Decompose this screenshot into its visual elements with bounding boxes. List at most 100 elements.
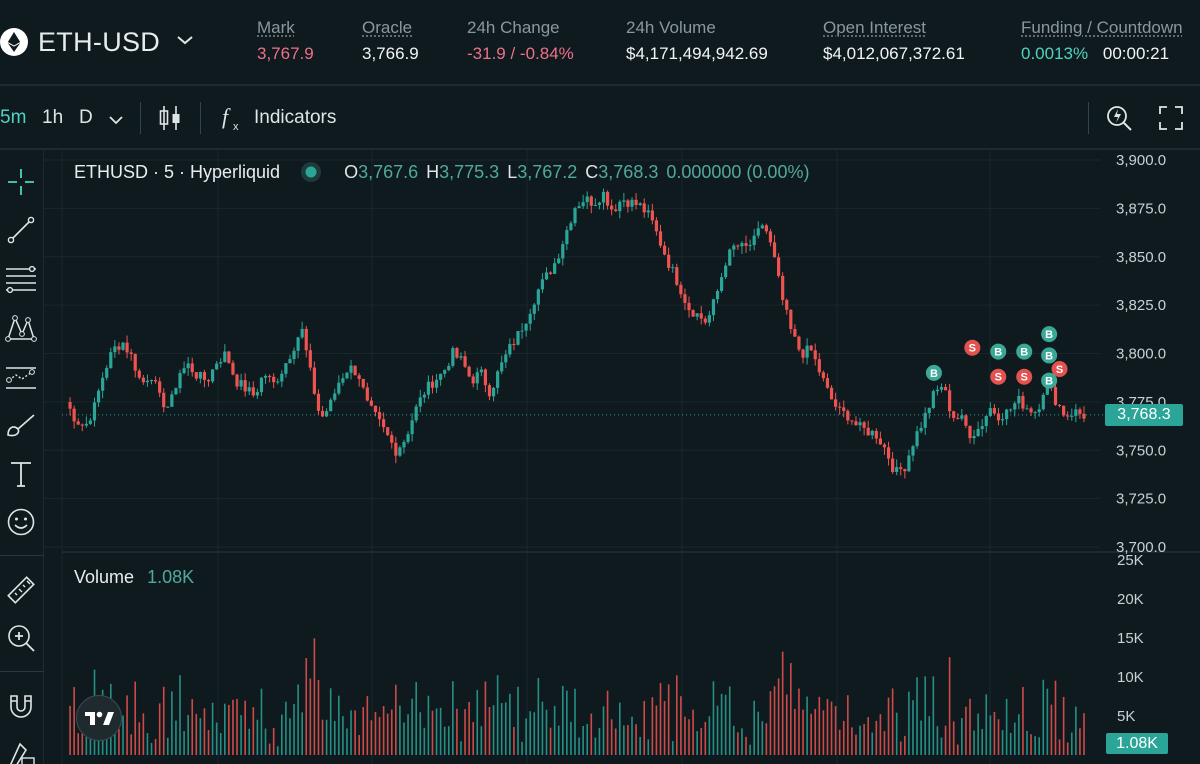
volume-legend: Volume 1.08K [74,567,194,588]
candles-icon[interactable] [158,105,182,137]
volume-bar [285,701,287,755]
volume-bar [435,708,438,755]
volume-bar [85,735,88,755]
toolbar-divider [140,102,141,134]
stat-label[interactable]: Funding / Countdown [1021,18,1183,37]
indicators-button[interactable]: Indicators [254,107,337,128]
chart-legend: ETHUSD · 5 · Hyperliquid O3,767.6 H3,775… [74,161,809,183]
last-volume-tag: 1.08K [1106,733,1168,754]
svg-text:f: f [222,104,231,129]
candle [565,229,569,245]
candle [781,275,785,300]
zoom-in-icon[interactable] [3,620,39,656]
volume-bar [492,705,495,755]
volume-bar [785,694,788,755]
candle [829,387,834,400]
candle [772,242,777,258]
candle [952,411,956,418]
candle [939,387,944,390]
candle [536,289,540,305]
interval-1h[interactable]: 1h [42,107,64,128]
stat-label[interactable]: Open Interest [823,18,927,37]
volume-bar [1026,730,1028,755]
candle [899,467,903,469]
volume-bar [171,691,173,755]
volume-bar [488,707,491,755]
fib-retracement-icon[interactable] [3,262,39,298]
candle [190,363,194,373]
legend-title[interactable]: ETHUSD · 5 · Hyperliquid [74,161,281,182]
chevron-down-icon[interactable] [108,110,124,132]
candle [263,375,268,378]
magnet-icon[interactable] [3,688,39,724]
price-axis-label: 3,875.0 [1116,200,1166,217]
lock-drawing-icon[interactable] [3,736,39,764]
candle [817,359,821,373]
volume-bar [183,731,185,755]
candle [866,427,870,436]
volume-bar [557,725,560,755]
volume-bar [745,736,747,755]
visibility-dot-icon[interactable] [300,161,322,183]
stat-label[interactable]: Mark [257,18,295,37]
tradingview-logo-icon[interactable] [76,695,122,741]
volume-label[interactable]: Volume [74,567,135,587]
marker-label: S [995,372,1002,384]
ruler-icon[interactable] [3,572,39,608]
symbol-selector[interactable]: ETH-USD [0,22,194,62]
candle [801,349,805,358]
candle [491,387,496,397]
candle [557,258,561,264]
stat-label[interactable]: Oracle [362,18,413,37]
volume-bar [614,728,617,755]
buy-marker [1041,347,1058,364]
candle [728,249,732,266]
text-icon[interactable] [3,456,39,492]
brush-icon[interactable] [3,408,39,444]
volume-bar [378,716,381,755]
volume-value: 1.08K [147,567,195,587]
volume-bar [256,719,259,755]
toolbar-divider [1088,102,1089,134]
candle [683,294,687,303]
candle [675,267,679,285]
volume-bar [618,702,621,755]
interval-5m[interactable]: 5m [0,107,27,128]
volume-bar [537,678,540,755]
volume-bar [134,681,137,755]
stat-24h-volume: 24h Volume $4,171,494,942.69 [626,18,768,64]
candle [695,313,699,317]
chevron-down-icon[interactable] [176,33,194,51]
forecasting-icon[interactable] [3,360,39,396]
candle [667,254,671,268]
volume-bar [333,720,336,755]
crosshair-icon[interactable] [3,164,39,200]
volume-bar [973,730,975,755]
candle [915,431,919,447]
drawing-toolbar [0,150,44,764]
volume-bar [944,725,947,755]
volume-bar [627,725,629,755]
emoji-icon[interactable] [3,504,39,540]
volume-bar [395,684,397,755]
volume-bar [338,695,340,755]
volume-bar [1083,713,1085,755]
fullscreen-icon[interactable] [1159,106,1183,136]
volume-bar [859,725,861,755]
trend-line-icon[interactable] [3,212,39,248]
candle [850,420,854,422]
candle [84,423,88,426]
candle [272,376,276,383]
volume-bar [439,707,442,755]
volume-bar [989,715,992,755]
candle [96,390,101,403]
quick-search-icon[interactable] [1106,104,1134,138]
candle [882,444,887,448]
volume-axis-label: 10K [1117,669,1144,686]
volume-bar [936,726,939,755]
interval-d[interactable]: D [79,107,93,128]
pattern-icon[interactable] [3,310,39,346]
